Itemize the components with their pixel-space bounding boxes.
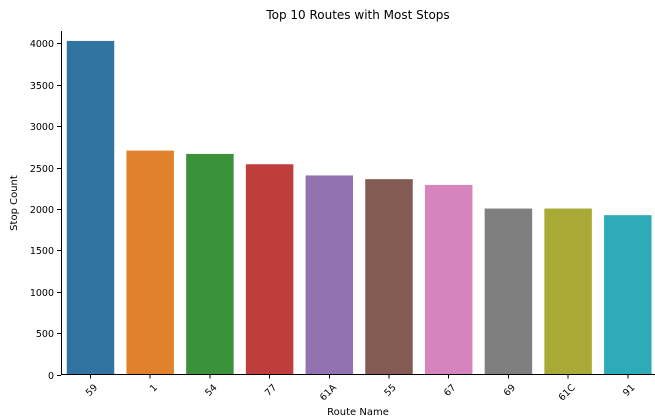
x-tick-label-61A: 61A [318,382,339,403]
x-axis: 59 1 54 77 61A 55 67 69 61C 91 [84,374,637,403]
x-tick-label-59: 59 [84,382,100,398]
bar-69 [484,208,533,375]
bars-group [66,40,652,375]
chart-title: Top 10 Routes with Most Stops [265,8,449,22]
bar-54 [186,153,234,375]
y-tick-label-2000: 2000 [30,205,54,216]
x-tick-label-1: 1 [148,382,160,394]
y-tick-label-1500: 1500 [30,246,54,257]
x-tick-label-77: 77 [263,382,279,398]
bar-1 [126,150,174,375]
y-tick-label-3000: 3000 [30,122,54,133]
y-tick-label-500: 500 [36,329,54,340]
bar-77 [245,164,294,375]
bar-55 [365,179,413,375]
y-tick-label-3500: 3500 [30,81,54,92]
bar-67 [424,184,473,375]
y-tick-label-0: 0 [48,371,54,382]
bar-61C [544,208,592,375]
x-axis-label: Route Name [327,407,389,418]
bar-59 [66,40,115,375]
y-tick-label-4000: 4000 [30,39,54,50]
bar-61A [305,175,354,375]
x-tick-label-61C: 61C [557,382,578,403]
bar-91 [604,215,652,375]
y-tick-label-1000: 1000 [30,288,54,299]
y-axis-label: Stop Count [9,175,20,231]
y-tick-label-2500: 2500 [30,164,54,175]
x-tick-label-69: 69 [502,382,518,398]
x-tick-label-54: 54 [203,382,219,398]
x-tick-label-55: 55 [382,382,398,398]
x-tick-label-91: 91 [621,382,637,398]
x-tick-label-67: 67 [442,382,458,398]
y-axis: 0 500 1000 1500 2000 2500 3000 3500 4000 [30,39,61,382]
